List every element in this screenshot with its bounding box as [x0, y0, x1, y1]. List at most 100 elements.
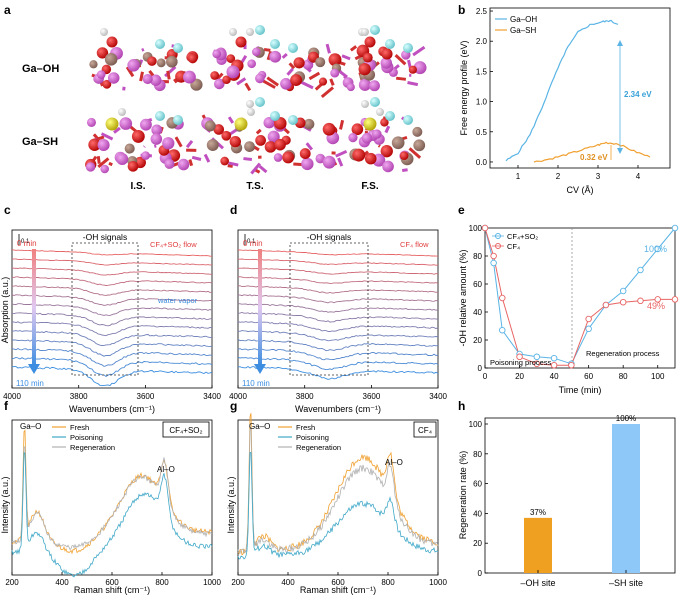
atom-sphere — [182, 70, 196, 84]
data-point — [490, 259, 497, 267]
ftir-curve — [237, 330, 439, 342]
bond-stick — [341, 54, 351, 61]
fluorine-atom — [270, 39, 280, 49]
atom-sphere — [274, 138, 286, 151]
x-tick-label: 3 — [596, 172, 601, 181]
y-tick-label: 2.5 — [476, 7, 488, 16]
panel-label-f: f — [4, 399, 9, 413]
data-point — [585, 315, 592, 323]
atom-sphere — [315, 57, 326, 68]
atom-sphere — [330, 68, 340, 78]
x-tick-label: 4 — [636, 172, 641, 181]
atom-sphere — [244, 141, 255, 152]
atom-sphere — [328, 53, 342, 67]
atom-sphere — [348, 132, 358, 143]
fluorine-atom — [270, 111, 280, 121]
x-tick-label: 600 — [105, 578, 119, 587]
data-point — [533, 353, 541, 361]
fluorine-atom — [255, 25, 265, 35]
y-tick-label: 0 — [478, 364, 483, 373]
x-tick-label: 3400 — [429, 392, 447, 401]
bond-stick — [407, 81, 419, 87]
atom-sphere — [104, 53, 118, 66]
region-label-regeneration: Regeneration process — [586, 349, 660, 358]
peak-label-ga-o: Ga–O — [249, 422, 270, 431]
data-point — [619, 298, 627, 306]
condition-box — [413, 421, 437, 438]
ftir-curve — [11, 330, 212, 346]
x-tick-label: 400 — [281, 578, 295, 587]
ftir-curve — [237, 267, 439, 275]
bond-stick — [255, 128, 262, 135]
x-axis-label: Wavenumbers (cm⁻¹) — [69, 404, 155, 414]
y-axis-label: -OH relative amount (%) — [458, 249, 468, 346]
x-axis-ticks: 4000 3800 3600 3400 — [229, 385, 448, 401]
atom-sphere — [116, 153, 129, 166]
bond-stick — [266, 76, 279, 87]
ftir-curve — [11, 285, 213, 296]
panel-label-h: h — [458, 399, 465, 413]
atom-sphere — [318, 77, 328, 86]
panel-c-chart: -OH signals 0.1 0 min 110 min CF₄+SO₂ fl… — [0, 229, 222, 414]
ftir-curve — [11, 294, 213, 306]
bond-stick — [148, 70, 155, 77]
atom-sphere — [273, 153, 283, 162]
ftir-curve — [12, 339, 213, 357]
end-label: 110 min — [242, 379, 270, 388]
ftir-curve — [237, 303, 439, 313]
atom-sphere — [412, 126, 423, 137]
atom-sphere — [156, 58, 166, 68]
ftir-curve — [11, 347, 213, 367]
legend-cf4-so2: CF₄+SO₂ — [507, 232, 538, 241]
start-label: 0 min — [243, 239, 263, 248]
bond-stick — [339, 119, 345, 130]
oh-signal-box — [71, 242, 139, 376]
ftir-curve — [237, 294, 439, 304]
data-points — [481, 224, 679, 369]
raman-curve — [237, 427, 439, 555]
atom-sphere — [100, 164, 109, 174]
end-label: 110 min — [16, 379, 44, 388]
legend: Ga–OH Ga–SH — [495, 15, 537, 35]
bond-stick — [288, 62, 296, 70]
x-tick-label: 4000 — [3, 392, 21, 401]
y-tick-label: 1.5 — [476, 67, 488, 76]
series-line-ga-oh — [505, 19, 619, 162]
y-tick-label: 80 — [473, 252, 482, 261]
bar-value-label: 37% — [530, 508, 546, 517]
data-point — [637, 297, 644, 305]
ftir-curve — [12, 312, 213, 327]
x-tick-label: 1 — [516, 172, 521, 181]
peak-label-ga-o: Ga–O — [20, 422, 41, 431]
bond-stick — [139, 71, 144, 82]
hydrogen-atom — [361, 28, 369, 36]
data-point — [550, 354, 558, 362]
axis-ticks: 0 20 40 60 80 100 0 20 40 60 80 100 — [469, 224, 665, 381]
category-label: –SH site — [609, 578, 643, 588]
legend: Fresh Poisoning Regeneration — [52, 423, 115, 452]
bond-stick — [164, 65, 177, 78]
bond-stick — [188, 159, 194, 167]
ftir-curves — [11, 249, 213, 387]
bond-stick — [377, 144, 381, 148]
atom-sphere — [150, 74, 162, 86]
bond-stick — [96, 155, 101, 164]
hydrogen-atom — [361, 100, 369, 108]
atom-sphere — [147, 56, 157, 66]
x-tick-label: 0 — [483, 372, 488, 381]
oxygen-atom — [364, 36, 376, 48]
fluorine-atom — [403, 43, 413, 53]
atom-sphere — [151, 124, 163, 136]
panel-label-b: b — [458, 3, 465, 17]
category-label: –OH site — [520, 578, 555, 588]
atom-sphere — [85, 162, 96, 172]
panel-a-structures: Ga–OH Ga–SH I.S. T.S. F.S. — [22, 25, 427, 192]
data-point — [490, 252, 497, 260]
y-axis-label: Free energy profile (eV) — [459, 40, 469, 135]
bond-stick — [174, 136, 183, 148]
raman-curve — [11, 452, 213, 578]
atom-sphere — [368, 80, 380, 92]
panel-label-d: d — [230, 203, 237, 217]
data-point — [671, 224, 679, 232]
x-axis-ticks: 4000 3800 3600 3400 — [3, 385, 222, 401]
